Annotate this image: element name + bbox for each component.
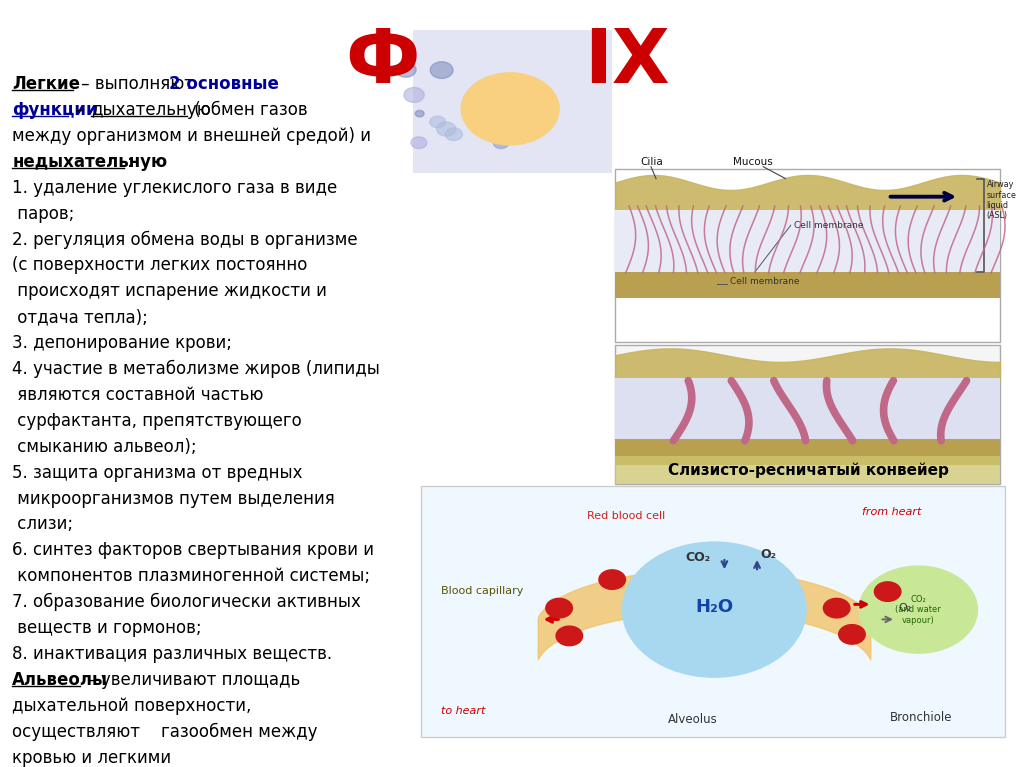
- Text: Bronchiole: Bronchiole: [890, 711, 952, 724]
- Text: O₂: O₂: [760, 548, 776, 561]
- Text: 4. участие в метаболизме жиров (липиды: 4. участие в метаболизме жиров (липиды: [12, 360, 380, 378]
- Circle shape: [474, 108, 496, 124]
- Text: 1. удаление углекислого газа в виде: 1. удаление углекислого газа в виде: [12, 179, 338, 196]
- Text: 3. депонирование крови;: 3. депонирование крови;: [12, 334, 232, 352]
- Text: CO₂
(and water
vapour): CO₂ (and water vapour): [895, 594, 941, 624]
- Text: веществ и гормонов;: веществ и гормонов;: [12, 619, 202, 637]
- Text: to heart: to heart: [440, 706, 485, 716]
- Text: Cell membrane: Cell membrane: [794, 221, 863, 230]
- Circle shape: [436, 122, 456, 136]
- Text: дыхательную: дыхательную: [91, 101, 211, 119]
- Text: from heart: from heart: [862, 507, 922, 517]
- Bar: [615, 439, 999, 466]
- Text: функции: функции: [12, 101, 98, 119]
- Text: 6. синтез факторов свертывания крови и: 6. синтез факторов свертывания крови и: [12, 542, 374, 559]
- Text: IX: IX: [585, 26, 671, 99]
- Circle shape: [599, 570, 626, 589]
- Text: отдача тепла);: отдача тепла);: [12, 308, 148, 326]
- Bar: [615, 169, 999, 341]
- Text: (с поверхности легких постоянно: (с поверхности легких постоянно: [12, 256, 307, 275]
- Text: дыхательной поверхности,: дыхательной поверхности,: [12, 696, 252, 715]
- Circle shape: [823, 598, 850, 618]
- Text: Mucous: Mucous: [732, 156, 772, 166]
- Text: между организмом и внешней средой) и: между организмом и внешней средой) и: [12, 127, 372, 145]
- Text: недыхательную: недыхательную: [12, 153, 167, 171]
- Circle shape: [494, 137, 509, 149]
- Text: 2 основные: 2 основные: [169, 75, 280, 93]
- Text: Слизисто-ресничатый конвейер: Слизисто-ресничатый конвейер: [668, 463, 948, 478]
- Bar: [615, 456, 999, 484]
- Text: микроорганизмов путем выделения: микроорганизмов путем выделения: [12, 489, 335, 508]
- Text: осуществляют    газообмен между: осуществляют газообмен между: [12, 723, 317, 741]
- Circle shape: [497, 92, 517, 107]
- Bar: [615, 272, 999, 298]
- Circle shape: [445, 128, 463, 140]
- Text: Cilia: Cilia: [641, 156, 664, 166]
- Text: 5. защита организма от вредных: 5. защита организма от вредных: [12, 463, 303, 482]
- Text: Red blood cell: Red blood cell: [587, 511, 665, 521]
- Text: Airway
surface
liquid
(ASL): Airway surface liquid (ASL): [987, 180, 1017, 220]
- Circle shape: [403, 87, 424, 103]
- Circle shape: [510, 91, 531, 107]
- Text: Альвеолы: Альвеолы: [12, 671, 109, 689]
- Circle shape: [395, 62, 416, 77]
- Text: слизи;: слизи;: [12, 515, 74, 533]
- Circle shape: [623, 542, 806, 677]
- Text: Легкие: Легкие: [12, 75, 80, 93]
- Text: – увеличивают площадь: – увеличивают площадь: [82, 671, 300, 689]
- Text: H₂O: H₂O: [695, 597, 733, 616]
- Text: CO₂: CO₂: [686, 551, 711, 564]
- Bar: [615, 377, 999, 439]
- Text: происходят испарение жидкости и: происходят испарение жидкости и: [12, 282, 327, 301]
- Text: паров;: паров;: [12, 205, 75, 222]
- Text: сурфактанта, препятствующего: сурфактанта, препятствующего: [12, 412, 302, 430]
- Text: (обмен газов: (обмен газов: [188, 101, 307, 119]
- Text: кровью и легкими: кровью и легкими: [12, 749, 171, 766]
- Text: Blood capillary: Blood capillary: [440, 585, 523, 596]
- Text: O₂: O₂: [898, 603, 911, 613]
- Circle shape: [488, 108, 511, 124]
- Text: 2. регуляция обмена воды в организме: 2. регуляция обмена воды в организме: [12, 231, 357, 249]
- Circle shape: [874, 582, 901, 601]
- Text: Cell membrane: Cell membrane: [729, 277, 799, 286]
- Circle shape: [411, 137, 427, 149]
- Circle shape: [478, 119, 500, 135]
- Text: смыканию альвеол);: смыканию альвеол);: [12, 438, 197, 456]
- Text: 8. инактивация различных веществ.: 8. инактивация различных веществ.: [12, 645, 333, 663]
- Text: –: –: [71, 101, 89, 119]
- Circle shape: [556, 626, 583, 646]
- Circle shape: [839, 624, 865, 644]
- Circle shape: [415, 110, 424, 117]
- Circle shape: [430, 116, 445, 128]
- Text: Ф: Ф: [345, 26, 420, 99]
- Circle shape: [859, 566, 978, 653]
- Bar: [615, 210, 999, 272]
- FancyBboxPatch shape: [414, 30, 612, 173]
- Text: компонентов плазминогенной системы;: компонентов плазминогенной системы;: [12, 568, 371, 585]
- Bar: [615, 345, 999, 484]
- Circle shape: [430, 61, 453, 78]
- Bar: [422, 486, 1005, 737]
- Text: :: :: [127, 153, 132, 171]
- Text: 7. образование биологически активных: 7. образование биологически активных: [12, 593, 361, 611]
- Text: Alveolus: Alveolus: [669, 713, 718, 726]
- Circle shape: [461, 73, 559, 145]
- Circle shape: [546, 598, 572, 618]
- Text: – выполняют: – выполняют: [76, 75, 199, 93]
- Text: являются составной частью: являются составной частью: [12, 386, 263, 404]
